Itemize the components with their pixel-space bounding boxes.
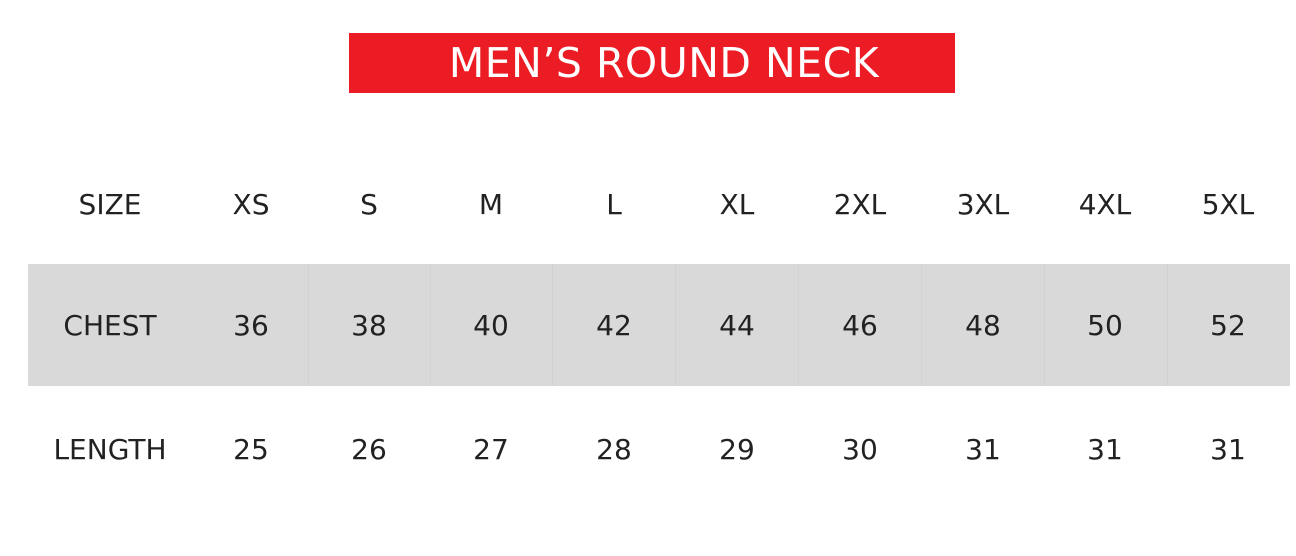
table-cell: 25 xyxy=(233,432,269,466)
table-row-size: SIZE XS S M L XL 2XL 3XL 4XL 5XL xyxy=(28,143,1290,265)
table-cell: 30 xyxy=(842,432,878,466)
table-cell: 52 xyxy=(1210,308,1246,342)
table-row-length: LENGTH 25 26 27 28 29 30 31 31 31 xyxy=(28,388,1290,510)
row-label: SIZE xyxy=(78,187,142,221)
column-divider xyxy=(552,264,553,386)
table-cell: 50 xyxy=(1087,308,1123,342)
title-banner: MEN’S ROUND NECK xyxy=(349,33,955,93)
column-divider xyxy=(675,264,676,386)
table-row-chest: CHEST 36 38 40 42 44 46 48 50 52 xyxy=(28,264,1290,386)
table-cell: M xyxy=(478,187,504,221)
row-label: LENGTH xyxy=(53,432,167,466)
row-label: CHEST xyxy=(63,308,157,342)
table-cell: S xyxy=(360,187,378,221)
table-cell: 42 xyxy=(596,308,632,342)
column-divider xyxy=(1044,264,1045,386)
table-cell: 31 xyxy=(965,432,1001,466)
column-divider xyxy=(921,264,922,386)
table-cell: 3XL xyxy=(956,187,1010,221)
table-cell: 40 xyxy=(473,308,509,342)
table-cell: L xyxy=(606,187,622,221)
table-cell: XS xyxy=(232,187,270,221)
table-cell: 29 xyxy=(719,432,755,466)
table-cell: 27 xyxy=(473,432,509,466)
table-cell: 44 xyxy=(719,308,755,342)
table-cell: 38 xyxy=(351,308,387,342)
table-cell: 2XL xyxy=(833,187,887,221)
column-divider xyxy=(1167,264,1168,386)
table-cell: 46 xyxy=(842,308,878,342)
table-cell: 4XL xyxy=(1078,187,1132,221)
table-cell: 28 xyxy=(596,432,632,466)
table-cell: 5XL xyxy=(1201,187,1255,221)
table-cell: XL xyxy=(719,187,755,221)
page-title: MEN’S ROUND NECK xyxy=(448,39,880,87)
table-cell: 26 xyxy=(351,432,387,466)
column-divider xyxy=(308,264,309,386)
column-divider xyxy=(798,264,799,386)
table-cell: 48 xyxy=(965,308,1001,342)
table-cell: 36 xyxy=(233,308,269,342)
table-cell: 31 xyxy=(1087,432,1123,466)
column-divider xyxy=(430,264,431,386)
table-cell: 31 xyxy=(1210,432,1246,466)
